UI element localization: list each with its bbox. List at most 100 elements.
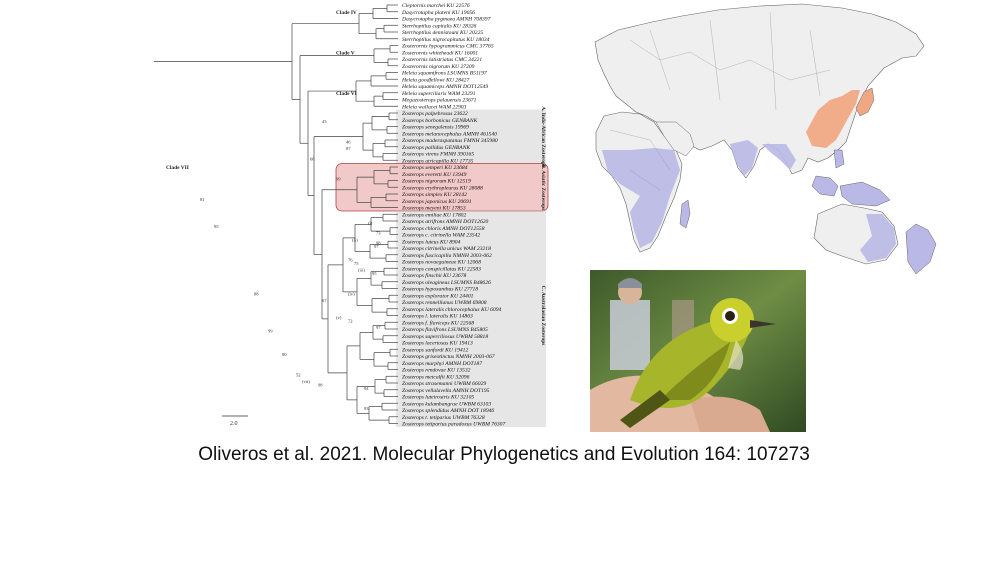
tip-label: Dasycrotapha pygmaea AMNH 708397 <box>401 17 491 23</box>
tip-label: Zosterops tetiparius paradoxus UWBM 7630… <box>402 422 505 428</box>
support-value: 46 <box>346 139 351 144</box>
tip-label: Dasycrotapha plateni KU 19056 <box>401 10 475 16</box>
phylogenetic-tree: Cleptornis marchei KU 22576Dasycrotapha … <box>154 1 549 428</box>
tip-label: Zosterops vellalavella AMNH DOT195 <box>402 388 490 394</box>
subclade-numeral: (ii) <box>352 237 358 242</box>
support-value: 75 <box>354 261 359 266</box>
tip-label: Zosterops lacertosus KU 19413 <box>402 341 473 347</box>
tip-label: Zosterops virens FMNH 390165 <box>402 152 474 158</box>
tip-label: Sterrhoptilus nigrocapitatus KU 18034 <box>402 37 490 43</box>
tip-label: Heleia wallacei WAM 22903 <box>401 104 467 110</box>
subclade-numeral: (v) <box>336 315 342 320</box>
clade-label: Clade VI <box>336 91 357 97</box>
support-value: 99 <box>336 177 341 182</box>
support-value: 99 <box>268 328 273 333</box>
tip-label: Zosterops senegalensis 19969 <box>402 125 469 131</box>
support-value: 98 <box>318 382 323 387</box>
map-australia-range <box>860 214 896 262</box>
tip-label: Heleia superciliaris WAM 23291 <box>401 91 476 97</box>
tip-label: Zosterops griseotinctus NMNH 2003-067 <box>402 354 495 360</box>
support-value: 87 <box>346 146 351 151</box>
map-range-asiatic <box>806 90 860 148</box>
tip-label: Zosterops maderaspatanus FMNH 345980 <box>402 138 498 144</box>
tip-label: Zosterops murphyi AMNH DOT187 <box>402 361 482 367</box>
tip-label: Zosterops japonicus KU 20691 <box>402 199 472 205</box>
tip-label: Sterrhoptilus dennistouni KU 20225 <box>402 30 483 36</box>
band-asiatic <box>335 163 549 212</box>
map-arabia <box>655 121 695 157</box>
tip-label: Zosterops erythropleurus KU 28088 <box>402 185 483 191</box>
tip-label: Zosterops rennellianus UWBM 69808 <box>402 300 487 306</box>
tip-label: Zosterops t. tetiparius UWBM 76328 <box>402 415 485 421</box>
subclade-numeral: (iv) <box>348 291 355 296</box>
map-pacific <box>905 223 937 275</box>
subclade-numeral: (i) <box>368 220 373 225</box>
tip-label: Zosterornis whiteheadi KU 16001 <box>402 50 478 56</box>
tip-label: Zosterops rendovae KU 13532 <box>402 368 471 374</box>
distribution-map <box>590 0 950 280</box>
support-value: 68 <box>310 156 315 161</box>
tip-label: Zosterops melanocephalus AMNH 461540 <box>402 131 497 137</box>
tip-label: Zosterops finschii KU 23678 <box>402 272 466 279</box>
map-islands <box>811 149 891 207</box>
band-australasian <box>396 210 546 427</box>
band-indo-african <box>396 109 546 164</box>
tip-label: Zosterops splendidus AMNH DOT 18946 <box>402 408 494 414</box>
support-value: 88 <box>254 291 259 296</box>
tip-label: Cleptornis marchei KU 22576 <box>402 3 470 9</box>
tip-label: Megazosterops palauensis 23671 <box>401 98 477 104</box>
band-outgroup <box>396 1 546 111</box>
tip-label: Zosterops luteus KU 8904 <box>402 239 461 245</box>
tip-label: Zosterops l. lateralis KU 14863 <box>402 314 473 320</box>
clade-label: Clade IV <box>336 10 357 16</box>
tip-label: Zosterops novaeguineae KU 12068 <box>402 260 481 266</box>
subclade-numeral: (vii) <box>302 379 310 384</box>
tip-label: Zosterops citrinella unicus WAM 23218 <box>402 246 491 252</box>
tip-label: Zosterops metcalfii KU 32096 <box>402 373 470 380</box>
support-value: 90 <box>282 352 287 357</box>
support-value: 76 <box>348 258 353 263</box>
group-label: B. Asiatic Zosterops <box>540 164 546 210</box>
support-value: 52 <box>296 372 301 377</box>
tip-label: Zosterops emiliae KU 17802 <box>402 212 466 218</box>
tip-label: Zosterops everetti KU 13949 <box>402 172 467 178</box>
tip-label: Zosterops kulambangrae UWBM 63103 <box>402 401 491 407</box>
support-value: 43 <box>322 119 327 124</box>
tip-label: Zosterornis nigrorum KU 27209 <box>402 64 475 70</box>
support-value: 93 <box>364 406 369 411</box>
tip-label: Heleia goodfellowi KU 28427 <box>401 76 469 83</box>
subclade-numeral: (iii) <box>358 268 365 273</box>
support-value: 73 <box>376 231 381 236</box>
scale-label: 2.0 <box>230 421 238 427</box>
tip-label: Zosterops luteirostris KU 32105 <box>402 395 474 401</box>
clade-label: Clade V <box>336 50 355 56</box>
clade-label: Clade VII <box>166 165 189 171</box>
tip-label: Zosterornis latistriatus CMC 34221 <box>402 57 482 63</box>
tip-label: Zosterops hypoxanthus KU 27718 <box>402 287 478 293</box>
tip-label: Sterrhoptilus capitalis KU 28326 <box>402 23 477 29</box>
tip-label: Zosterops superciliosus UWBM 58818 <box>402 334 488 340</box>
tip-label: Zosterops atrifrons AMNH DOT12620 <box>402 218 489 225</box>
support-value: 72 <box>348 318 353 323</box>
tip-label: Zosterops explorator KU 24401 <box>402 293 474 299</box>
tip-label: Zosterops borbonicus GENBANK <box>402 118 478 124</box>
support-value: 67 <box>322 298 327 303</box>
support-value: 98 <box>376 241 381 246</box>
tip-label: Zosterops flavifrons LSUMNS B45805 <box>402 326 488 333</box>
tip-label: Zosterops atricapilla KU 17735 <box>402 158 474 164</box>
tip-label: Zosterops palpebrosus 23622 <box>402 111 468 117</box>
tip-label: Zosterops nigrorum KU 12519 <box>402 179 471 185</box>
group-label: C. Australasian Zosterops <box>540 286 546 346</box>
tip-label: Zosterops conspicillatus KU 22583 <box>402 266 481 272</box>
tip-label: Zosterops semperi KU 23684 <box>402 165 468 171</box>
tip-label: Zosterops sanfordi KU 19412 <box>402 346 468 353</box>
tip-label: Zosterops meyeni KU 17853 <box>402 206 466 212</box>
map-range-india <box>730 140 796 176</box>
tip-label: Zosterops oleagineus LSUMNS B48626 <box>402 280 491 286</box>
support-value: 94 <box>364 386 369 391</box>
tip-label: Zosterops fuscicapilla NMNH 2003-062 <box>402 252 492 259</box>
tip-label: Heleia squamiceps AMNH DOT12549 <box>401 84 488 90</box>
tip-label: Zosterops c. citrinella WAM 23542 <box>402 233 480 239</box>
tip-label: Zosterops strasemanni UWBM 66029 <box>402 381 486 387</box>
map-borders <box>609 11 831 191</box>
